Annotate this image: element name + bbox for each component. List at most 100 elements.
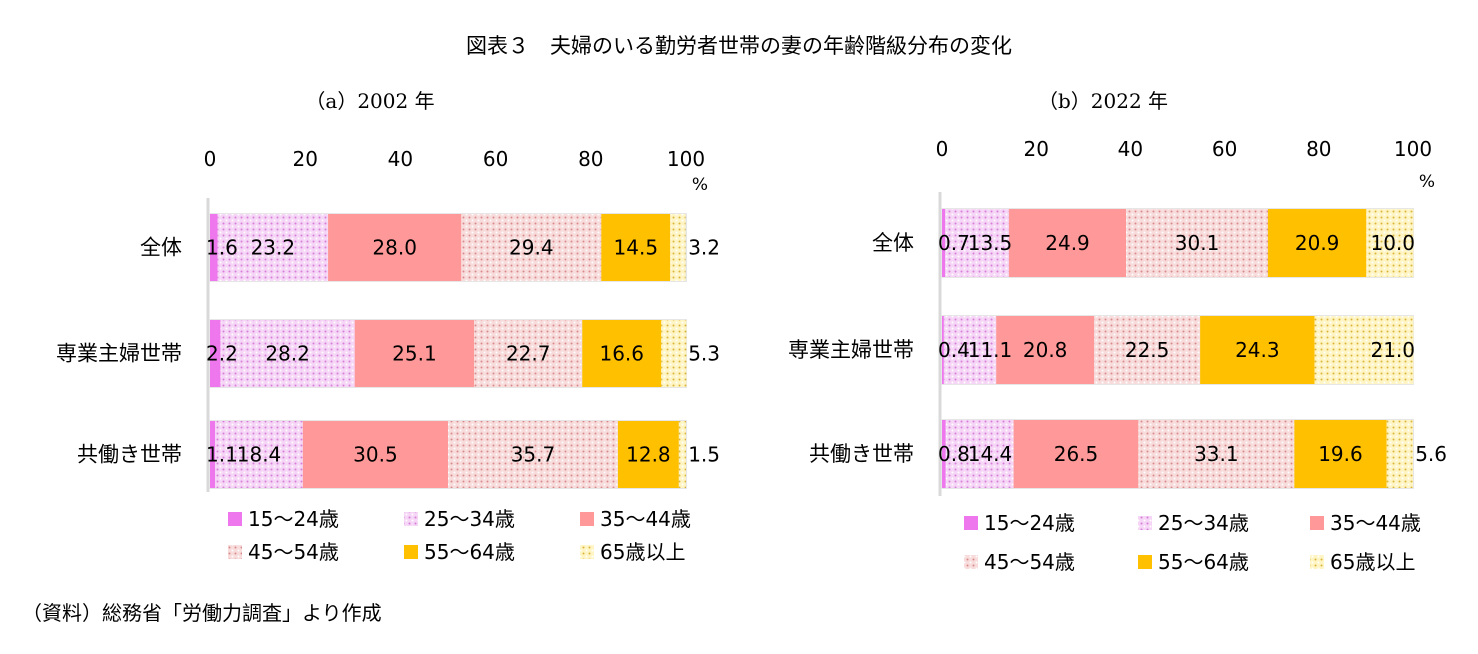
legend-label: 15～24歳: [984, 511, 1075, 535]
bar-segment-15-24: [942, 209, 946, 277]
x-tick-label: 20: [1023, 137, 1048, 161]
legend-label: 35～44歳: [600, 507, 691, 531]
data-label: 20.8: [1023, 338, 1068, 362]
data-label: 14.5: [614, 236, 659, 260]
bar-segment-35-44: [1013, 420, 1139, 488]
x-tick-label: 20: [292, 147, 317, 171]
bar-segment-55-64: [582, 320, 662, 387]
bar-segment-25-34: [945, 420, 1014, 488]
data-label: 11.1: [968, 338, 1013, 362]
data-label: 30.1: [1175, 231, 1220, 255]
legend-label: 65歳以上: [600, 540, 685, 564]
x-tick-label: 40: [1118, 137, 1143, 161]
data-label: 0.8: [938, 442, 970, 466]
legend-label: 45～54歳: [984, 550, 1075, 574]
bar-segment-45-54: [461, 214, 602, 281]
data-label: 26.5: [1054, 442, 1099, 466]
data-label: 23.2: [251, 236, 296, 260]
bar-segment-55-64: [1267, 209, 1367, 277]
legend-swatch-35-44: [1310, 516, 1324, 530]
chart-2002: （a）2002 年 0 20 40 60 80 100% 全体 1.6 23.2 28.0 29.4 1…: [56, 89, 720, 564]
bar-segment-45-54: [1094, 316, 1201, 384]
legend-swatch-25-34: [1138, 516, 1152, 530]
figure-title: 図表３ 夫婦のいる勤労者世帯の妻の年齢階級分布の変化: [466, 34, 1012, 58]
bar-segment-15-24: [942, 420, 946, 488]
legend-swatch-65+: [580, 545, 594, 559]
data-label: 21.0: [1370, 338, 1415, 362]
legend-swatch-55-64: [1138, 555, 1152, 569]
legend-swatch-45-54: [964, 555, 978, 569]
bar-segment-15-24: [210, 214, 218, 281]
legend-swatch-15-24: [964, 516, 978, 530]
data-label: 5.6: [1415, 442, 1447, 466]
bar-segment-25-34: [945, 209, 1009, 277]
chart-subtitle: （b）2022 年: [1038, 89, 1168, 113]
bar-segment-35-44: [1008, 209, 1127, 277]
legend-swatch-65+: [1310, 555, 1324, 569]
data-label: 22.5: [1125, 338, 1170, 362]
bar-segment-25-34: [217, 214, 329, 281]
unit-label: %: [692, 175, 708, 195]
category-label: 全体: [140, 236, 182, 260]
data-label: 12.8: [626, 443, 671, 467]
bar-segment-65+: [1366, 209, 1414, 277]
legend-swatch-45-54: [228, 545, 242, 559]
data-label: 3.2: [688, 236, 720, 260]
data-label: 25.1: [392, 342, 437, 366]
data-label: 24.9: [1045, 231, 1090, 255]
chart-subtitle: （a）2002 年: [305, 89, 434, 113]
bar-segment-25-34: [943, 316, 997, 384]
x-tick-label: 40: [388, 147, 413, 171]
x-tick-label: 60: [1212, 137, 1237, 161]
legend-label: 65歳以上: [1330, 550, 1415, 574]
data-label: 10.0: [1370, 231, 1415, 255]
category-label: 専業主婦世帯: [56, 342, 182, 366]
bar-segment-25-34: [215, 421, 303, 488]
source-note: （資料）総務省「労働力調査」より作成: [22, 601, 382, 625]
bar-segment-65+: [661, 320, 687, 387]
data-label: 18.4: [237, 443, 282, 467]
data-label: 1.1: [206, 443, 238, 467]
category-label: 共働き世帯: [809, 442, 914, 466]
category-label: 共働き世帯: [77, 443, 182, 467]
data-label: 30.5: [353, 443, 398, 467]
x-tick-label: 60: [483, 147, 508, 171]
bar-segment-65+: [1314, 316, 1414, 384]
legend-label: 35～44歳: [1330, 511, 1421, 535]
x-tick-label: 100: [667, 147, 705, 171]
legend-swatch-25-34: [404, 512, 418, 526]
x-tick-label: 80: [1306, 137, 1331, 161]
x-tick-label: 0: [936, 137, 949, 161]
bar-segment-55-64: [617, 421, 679, 488]
legend-label: 15～24歳: [248, 507, 339, 531]
bar-segment-15-24: [942, 316, 944, 384]
x-tick-label: 80: [578, 147, 603, 171]
legend-swatch-15-24: [228, 512, 242, 526]
bar-segment-45-54: [1138, 420, 1295, 488]
data-label: 0.7: [938, 231, 970, 255]
data-label: 19.6: [1318, 442, 1363, 466]
data-label: 5.3: [688, 342, 720, 366]
legend-swatch-55-64: [404, 545, 418, 559]
x-tick-label: 100: [1394, 137, 1432, 161]
data-label: 28.2: [265, 342, 310, 366]
chart-2022: （b）2022 年 0 20 40 60 80 100% 全体 0.713.5 24.9 30.1 2…: [788, 89, 1447, 574]
legend-label: 45～54歳: [248, 540, 339, 564]
legend-label: 55～64歳: [424, 540, 515, 564]
data-label: 2.2: [206, 342, 238, 366]
category-label: 専業主婦世帯: [788, 338, 914, 362]
bar-segment-25-34: [220, 320, 355, 387]
data-label: 1.6: [206, 236, 238, 260]
bar-segment-55-64: [601, 214, 671, 281]
bar-segment-55-64: [1200, 316, 1315, 384]
bar-segment-35-44: [996, 316, 1095, 384]
bar-segment-15-24: [210, 320, 221, 387]
bar-segment-15-24: [210, 421, 216, 488]
bar-segment-45-54: [474, 320, 583, 387]
legend-label: 55～64歳: [1158, 550, 1249, 574]
data-label: 14.4: [968, 442, 1013, 466]
bar-segment-65+: [670, 214, 686, 281]
legend-swatch-35-44: [580, 512, 594, 526]
data-label: 0.4: [938, 338, 970, 362]
bar-segment-65+: [1386, 420, 1413, 488]
